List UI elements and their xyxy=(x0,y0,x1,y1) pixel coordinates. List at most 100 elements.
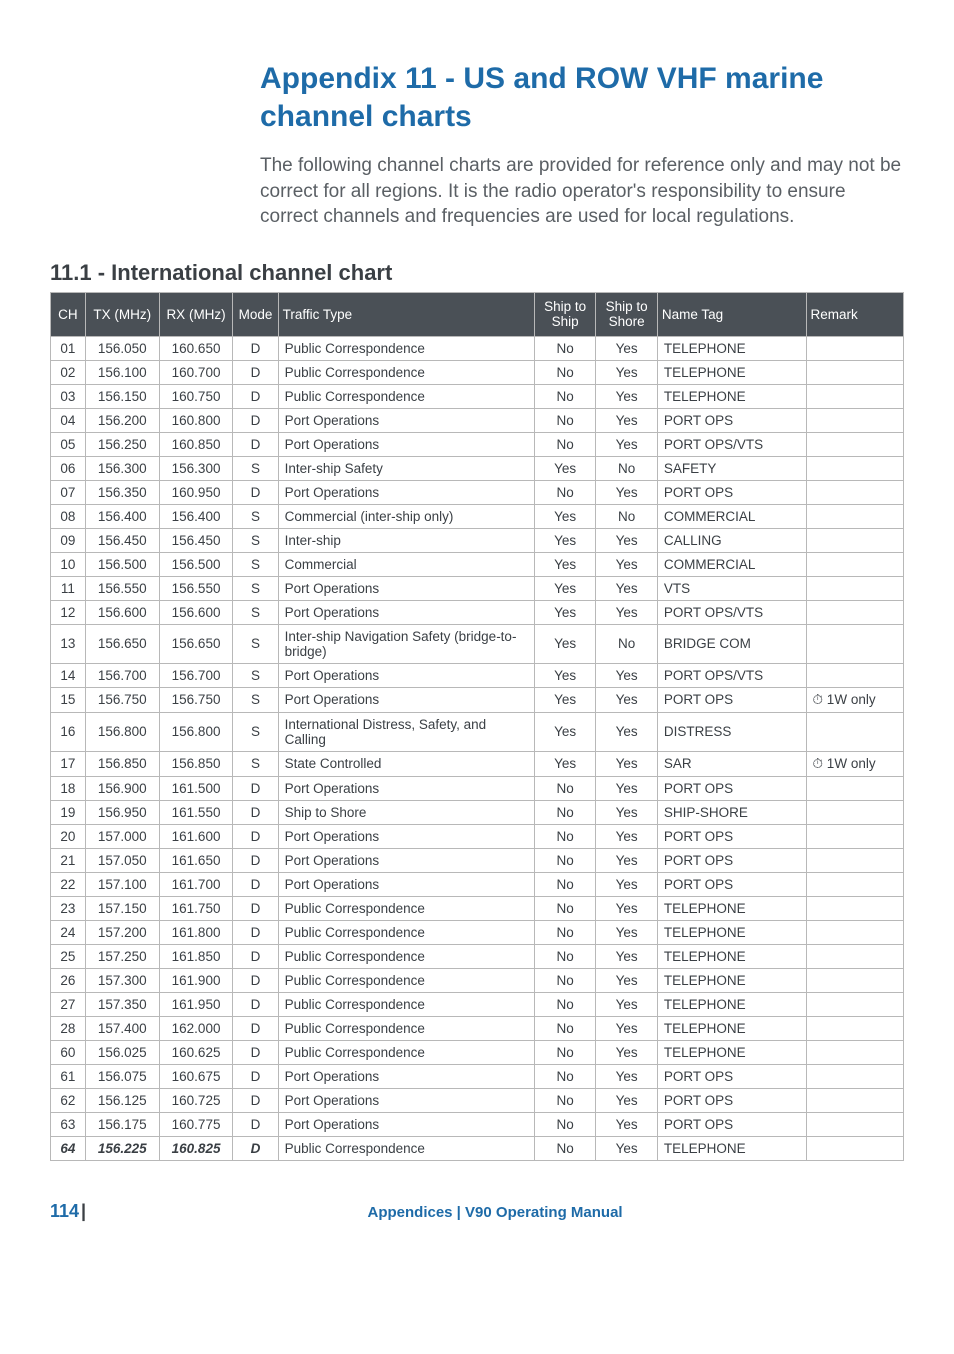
cell-remark xyxy=(806,712,903,751)
cell-ch: 64 xyxy=(51,1136,86,1160)
cell-shore: Yes xyxy=(596,432,658,456)
cell-traffic: Port Operations xyxy=(278,432,534,456)
cell-tag: PORT OPS xyxy=(657,480,806,504)
cell-tx: 156.300 xyxy=(85,456,159,480)
col-header-ch: CH xyxy=(51,292,86,336)
cell-ch: 28 xyxy=(51,1016,86,1040)
cell-shore: Yes xyxy=(596,751,658,776)
cell-mode: D xyxy=(233,1040,278,1064)
cell-shore: No xyxy=(596,456,658,480)
table-row: 24157.200161.800DPublic CorrespondenceNo… xyxy=(51,920,904,944)
cell-mode: D xyxy=(233,968,278,992)
cell-rx: 160.650 xyxy=(159,336,233,360)
intro-paragraph: The following channel charts are provide… xyxy=(260,153,904,230)
cell-rx: 160.825 xyxy=(159,1136,233,1160)
footer-center-text: Appendices | V90 Operating Manual xyxy=(86,1204,904,1221)
cell-ch: 04 xyxy=(51,408,86,432)
table-body: 01156.050160.650DPublic CorrespondenceNo… xyxy=(51,336,904,1160)
cell-tag: PORT OPS xyxy=(657,776,806,800)
cell-mode: S xyxy=(233,528,278,552)
cell-ship: No xyxy=(534,384,596,408)
col-header-ship: Ship to Ship xyxy=(534,292,596,336)
cell-tag: PORT OPS/VTS xyxy=(657,432,806,456)
cell-rx: 156.300 xyxy=(159,456,233,480)
cell-shore: No xyxy=(596,624,658,663)
table-row: 60156.025160.625DPublic CorrespondenceNo… xyxy=(51,1040,904,1064)
cell-mode: D xyxy=(233,824,278,848)
cell-tag: PORT OPS/VTS xyxy=(657,663,806,687)
cell-remark xyxy=(806,896,903,920)
cell-ch: 13 xyxy=(51,624,86,663)
cell-shore: Yes xyxy=(596,872,658,896)
cell-traffic: Port Operations xyxy=(278,1064,534,1088)
cell-ship: No xyxy=(534,992,596,1016)
cell-traffic: Public Correspondence xyxy=(278,336,534,360)
cell-ch: 07 xyxy=(51,480,86,504)
cell-mode: D xyxy=(233,896,278,920)
cell-remark xyxy=(806,480,903,504)
cell-tx: 156.250 xyxy=(85,432,159,456)
cell-ch: 18 xyxy=(51,776,86,800)
cell-tag: COMMERCIAL xyxy=(657,504,806,528)
cell-ship: No xyxy=(534,1016,596,1040)
cell-remark xyxy=(806,944,903,968)
cell-mode: S xyxy=(233,504,278,528)
table-row: 11156.550156.550SPort OperationsYesYesVT… xyxy=(51,576,904,600)
cell-remark xyxy=(806,1088,903,1112)
cell-rx: 160.675 xyxy=(159,1064,233,1088)
table-row: 17156.850156.850SState ControlledYesYesS… xyxy=(51,751,904,776)
cell-rx: 162.000 xyxy=(159,1016,233,1040)
cell-tag: PORT OPS xyxy=(657,1064,806,1088)
cell-mode: D xyxy=(233,848,278,872)
cell-rx: 156.600 xyxy=(159,600,233,624)
cell-rx: 156.400 xyxy=(159,504,233,528)
cell-ch: 60 xyxy=(51,1040,86,1064)
table-row: 64156.225160.825DPublic CorrespondenceNo… xyxy=(51,1136,904,1160)
table-row: 14156.700156.700SPort OperationsYesYesPO… xyxy=(51,663,904,687)
cell-shore: Yes xyxy=(596,848,658,872)
table-row: 25157.250161.850DPublic CorrespondenceNo… xyxy=(51,944,904,968)
cell-ship: No xyxy=(534,848,596,872)
table-row: 20157.000161.600DPort OperationsNoYesPOR… xyxy=(51,824,904,848)
cell-rx: 161.500 xyxy=(159,776,233,800)
cell-remark xyxy=(806,776,903,800)
cell-tx: 156.800 xyxy=(85,712,159,751)
cell-remark xyxy=(806,1064,903,1088)
cell-ch: 16 xyxy=(51,712,86,751)
table-row: 05156.250160.850DPort OperationsNoYesPOR… xyxy=(51,432,904,456)
cell-traffic: Port Operations xyxy=(278,824,534,848)
cell-ch: 63 xyxy=(51,1112,86,1136)
cell-rx: 161.600 xyxy=(159,824,233,848)
table-row: 15156.750156.750SPort OperationsYesYesPO… xyxy=(51,687,904,712)
cell-tag: PORT OPS xyxy=(657,824,806,848)
col-header-mode: Mode xyxy=(233,292,278,336)
cell-traffic: Inter-ship Navigation Safety (bridge-to-… xyxy=(278,624,534,663)
channel-table: CH TX (MHz) RX (MHz) Mode Traffic Type S… xyxy=(50,292,904,1161)
cell-traffic: Public Correspondence xyxy=(278,384,534,408)
cell-rx: 160.775 xyxy=(159,1112,233,1136)
cell-rx: 160.950 xyxy=(159,480,233,504)
cell-remark xyxy=(806,384,903,408)
cell-mode: D xyxy=(233,1136,278,1160)
cell-ship: No xyxy=(534,944,596,968)
cell-tag: TELEPHONE xyxy=(657,384,806,408)
cell-remark xyxy=(806,336,903,360)
cell-mode: D xyxy=(233,384,278,408)
col-header-tag: Name Tag xyxy=(657,292,806,336)
cell-tag: TELEPHONE xyxy=(657,1040,806,1064)
cell-traffic: Port Operations xyxy=(278,1112,534,1136)
cell-traffic: Public Correspondence xyxy=(278,1136,534,1160)
cell-mode: D xyxy=(233,1112,278,1136)
cell-tx: 156.500 xyxy=(85,552,159,576)
cell-tag: DISTRESS xyxy=(657,712,806,751)
cell-remark: ⏱ 1W only xyxy=(806,687,903,712)
cell-mode: S xyxy=(233,600,278,624)
table-row: 12156.600156.600SPort OperationsYesYesPO… xyxy=(51,600,904,624)
cell-ship: No xyxy=(534,1040,596,1064)
cell-traffic: Port Operations xyxy=(278,480,534,504)
cell-remark xyxy=(806,800,903,824)
cell-mode: S xyxy=(233,751,278,776)
cell-rx: 156.500 xyxy=(159,552,233,576)
cell-shore: Yes xyxy=(596,663,658,687)
cell-tag: PORT OPS xyxy=(657,687,806,712)
